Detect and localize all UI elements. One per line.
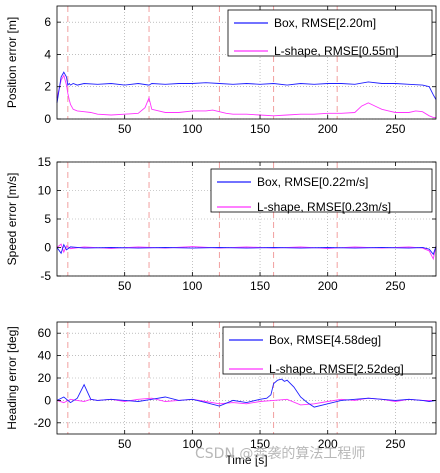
x-tick-label: 50 [118, 437, 132, 451]
y-tick-label: 2 [44, 80, 51, 94]
x-tick-label: 200 [318, 437, 338, 451]
x-tick-label: 250 [385, 279, 405, 293]
y-tick-label: 60 [38, 326, 52, 340]
legend-entry: L-shape, RMSE[2.52deg] [269, 362, 404, 376]
x-tick-label: 150 [250, 122, 270, 136]
x-tick-label: 250 [385, 122, 405, 136]
y-tick-label: -5 [40, 269, 51, 283]
legend-box [210, 168, 433, 213]
y-axis-label: Position error [m] [5, 17, 19, 108]
legend-entry: Box, RMSE[0.22m/s] [257, 175, 368, 189]
watermark-text: CSDN @奔袭的算法工程师 [195, 446, 365, 462]
y-tick-label: 6 [44, 15, 51, 29]
y-tick-label: 20 [38, 371, 52, 385]
legend-box [227, 9, 433, 57]
x-tick-label: 150 [250, 279, 270, 293]
x-tick-label: 200 [318, 279, 338, 293]
plot-position-error: 50 100 150 200 250 0 2 4 6 Position error [m] Box,… [5, 5, 437, 136]
plot-heading-error: 50 100 150 200 250 -20 0 20 40 60 Heading error [d… [5, 321, 437, 467]
x-axis-label: Time [s] [225, 453, 267, 467]
series-line-box [56, 378, 437, 408]
x-tick-label: 50 [118, 122, 132, 136]
x-tick-label: 100 [182, 279, 202, 293]
plot-speed-error: 50 100 150 200 250 -5 0 5 10 15 Speed error [m/s] B… [5, 155, 437, 293]
x-tick-label: 150 [250, 437, 270, 451]
y-tick-label: 0 [44, 112, 51, 126]
x-tick-label: 100 [182, 437, 202, 451]
x-tick-label: 250 [385, 437, 405, 451]
legend-entry: L-shape, RMSE[0.55m] [274, 44, 399, 58]
y-tick-label: -20 [34, 416, 52, 430]
y-tick-label: 0 [44, 241, 51, 255]
legend-entry: L-shape, RMSE[0.23m/s] [257, 200, 391, 214]
y-tick-label: 5 [44, 212, 51, 226]
y-tick-label: 40 [38, 349, 52, 363]
y-tick-label: 4 [44, 47, 51, 61]
y-tick-label: 15 [38, 155, 52, 169]
y-tick-label: 0 [44, 393, 51, 407]
legend-entry: Box, RMSE[2.20m] [274, 16, 376, 30]
y-axis-label: Heading error [deg] [5, 326, 19, 429]
series-line-box [56, 243, 437, 256]
legend-entry: Box, RMSE[4.58deg] [269, 333, 381, 347]
axes-frame [56, 5, 437, 120]
y-axis-label: Speed error [m/s] [5, 173, 19, 266]
series-line-box [56, 71, 437, 103]
x-tick-label: 100 [182, 122, 202, 136]
x-tick-label: 200 [318, 122, 338, 136]
series-line-l-shape [56, 74, 436, 118]
y-tick-label: 10 [38, 184, 52, 198]
legend-box [222, 326, 433, 375]
x-tick-label: 50 [118, 279, 132, 293]
